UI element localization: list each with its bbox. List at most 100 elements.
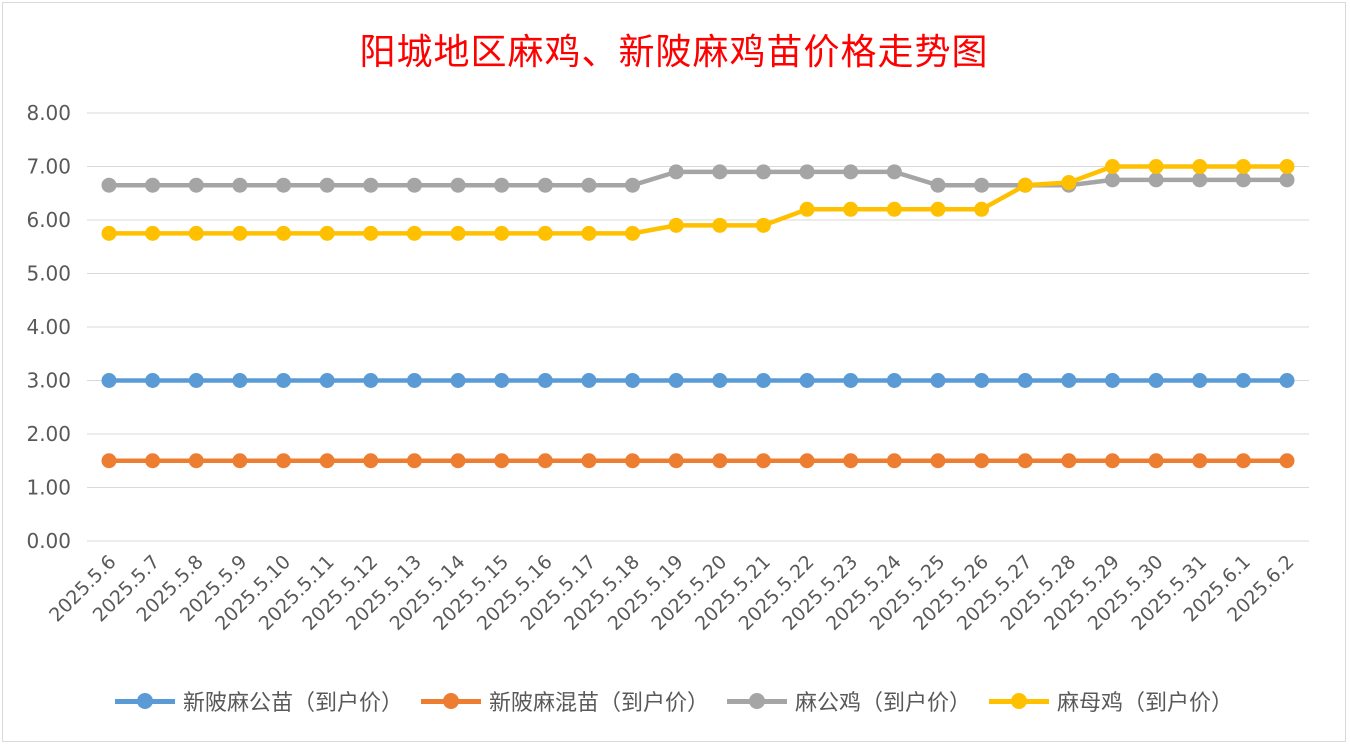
data-point (1235, 159, 1251, 174)
data-point (625, 225, 641, 241)
data-point (494, 225, 510, 241)
data-point (1279, 172, 1295, 188)
data-point (581, 373, 597, 388)
legend-item: 麻公鸡（到户价） (727, 685, 971, 717)
data-point (494, 453, 510, 469)
chart-title: 阳城地区麻鸡、新陂麻鸡苗价格走势图 (359, 32, 989, 73)
data-point (319, 373, 335, 388)
data-point (101, 373, 117, 388)
data-point (188, 177, 204, 193)
series-line-3 (106, 164, 1290, 236)
data-point (1017, 373, 1033, 388)
data-point (668, 164, 684, 180)
data-point (625, 177, 641, 193)
data-point (1235, 373, 1251, 388)
data-point (450, 453, 466, 469)
data-point (232, 177, 248, 193)
data-point (799, 453, 815, 469)
y-tick-label: 3.00 (26, 369, 71, 393)
data-point (930, 177, 946, 193)
data-point (276, 177, 292, 193)
data-point (232, 225, 248, 241)
data-point (406, 453, 422, 469)
y-tick-label: 1.00 (26, 476, 71, 500)
data-point (494, 373, 510, 388)
data-point (276, 225, 292, 241)
data-point (145, 373, 161, 388)
legend-label: 新陂麻公苗（到户价） (182, 691, 403, 716)
y-tick-label: 0.00 (26, 529, 71, 553)
data-point (799, 164, 815, 180)
data-point (276, 373, 292, 388)
legend-marker (420, 693, 481, 709)
data-point (581, 177, 597, 193)
data-point (494, 177, 510, 193)
data-point (974, 453, 990, 469)
data-point (1235, 453, 1251, 469)
data-point (843, 164, 859, 180)
data-point (1148, 172, 1164, 188)
data-point (581, 225, 597, 241)
data-point (232, 453, 248, 469)
legend-label: 新陂麻混苗（到户价） (488, 691, 709, 716)
data-point (930, 453, 946, 469)
data-point (101, 453, 117, 469)
plot-area: 0.001.002.003.004.005.006.007.008.002025… (26, 101, 1309, 635)
data-point (450, 373, 466, 388)
data-point (1017, 177, 1033, 193)
data-point (1061, 453, 1077, 469)
data-point (145, 225, 161, 241)
data-point (843, 453, 859, 469)
data-point (799, 373, 815, 388)
data-point (930, 373, 946, 388)
data-point (363, 177, 379, 193)
data-point (974, 177, 990, 193)
data-point (886, 453, 902, 469)
data-point (1192, 373, 1208, 388)
data-point (1104, 373, 1120, 388)
data-point (1061, 175, 1077, 191)
data-point (668, 453, 684, 469)
data-point (974, 373, 990, 388)
data-point (450, 177, 466, 193)
legend-item: 麻母鸡（到户价） (989, 685, 1233, 717)
data-point (1192, 453, 1208, 469)
data-point (363, 225, 379, 241)
y-tick-label: 4.00 (26, 315, 71, 339)
data-point (450, 225, 466, 241)
data-point (1148, 373, 1164, 388)
y-tick-label: 5.00 (26, 262, 71, 286)
data-point (1017, 453, 1033, 469)
data-point (319, 225, 335, 241)
data-point (537, 177, 553, 193)
data-point (668, 217, 684, 233)
data-point (232, 373, 248, 388)
data-point (1279, 159, 1295, 174)
data-point (712, 453, 728, 469)
data-point (363, 453, 379, 469)
data-point (668, 373, 684, 388)
data-point (974, 201, 990, 217)
y-tick-label: 6.00 (26, 208, 71, 232)
data-point (930, 201, 946, 217)
data-point (101, 177, 117, 193)
data-point (755, 453, 771, 469)
series-line-2 (106, 169, 1290, 188)
data-point (1104, 159, 1120, 174)
y-tick-label: 2.00 (26, 422, 71, 446)
data-point (101, 225, 117, 241)
data-point (145, 453, 161, 469)
data-point (188, 373, 204, 388)
data-point (1148, 453, 1164, 469)
legend: 新陂麻公苗（到户价） 新陂麻混苗（到户价） 麻公鸡（到户价） 麻母鸡（到户价） (3, 685, 1345, 717)
data-point (406, 225, 422, 241)
data-point (537, 453, 553, 469)
data-point (1192, 172, 1208, 188)
data-point (145, 177, 161, 193)
legend-item: 新陂麻公苗（到户价） (114, 685, 403, 717)
data-point (188, 453, 204, 469)
legend-label: 麻母鸡（到户价） (1057, 691, 1234, 716)
data-point (276, 453, 292, 469)
data-point (363, 373, 379, 388)
